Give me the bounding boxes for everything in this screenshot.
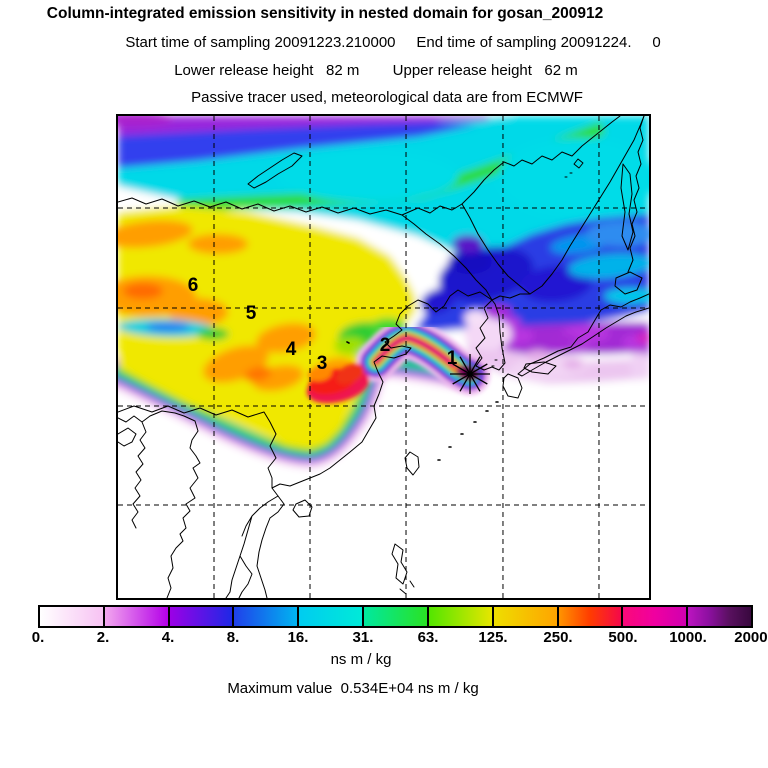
trajectory-hour-label: 3 <box>317 353 328 374</box>
colorbar-segment <box>167 607 233 626</box>
tracer-info-line: Passive tracer used, meteorological data… <box>191 89 583 106</box>
receptor-star-center <box>467 371 473 377</box>
colorbar-segment <box>102 607 168 626</box>
trajectory-markers: 1 2 34 5 6 <box>188 275 490 394</box>
colorbar-tick: 2000. <box>734 629 768 646</box>
colorbar-tick: 16. <box>287 629 309 646</box>
coastlines <box>118 116 649 598</box>
trajectory-hour-label: 2 <box>380 335 391 356</box>
colorbar-segment <box>686 607 751 626</box>
colorbar-tick: 63. <box>417 629 439 646</box>
colorbar-tick: 2. <box>96 629 110 646</box>
latlon-grid <box>118 116 649 598</box>
colorbar-tick: 4. <box>161 629 175 646</box>
trajectory-hour-label: 1 <box>447 348 458 369</box>
colorbar-segment <box>426 607 492 626</box>
colorbar-segment <box>40 607 103 626</box>
sampling-time-line: Start time of sampling 20091223.210000 E… <box>125 34 661 51</box>
colorbar-segment <box>362 607 427 626</box>
colorbar-tick: 250. <box>543 629 573 646</box>
colorbar-tick: 500. <box>608 629 638 646</box>
colorbar-segment <box>621 607 687 626</box>
colorbar-unit-label: ns m / kg <box>330 651 392 668</box>
colorbar-tick-labels: 0. 2. 4. 8. 16. 31. 63. 125. 250. 500. 1000. 2000. <box>32 629 768 647</box>
colorbar-segment <box>556 607 622 626</box>
colorbar-tick: 0. <box>31 629 45 646</box>
colorbar-tick: 8. <box>226 629 240 646</box>
page-title: Column-integrated emission sensitivity i… <box>46 5 604 22</box>
trajectory-hour-label: 4 <box>286 339 297 360</box>
colorbar <box>38 605 753 628</box>
colorbar-tick: 125. <box>478 629 508 646</box>
release-height-line: Lower release height 82 m Upper release … <box>174 62 578 79</box>
colorbar-segment <box>232 607 298 626</box>
trajectory-hour-label: 5 <box>246 303 257 324</box>
colorbar-segment <box>297 607 363 626</box>
colorbar-segment <box>491 607 557 626</box>
colorbar-tick: 1000. <box>669 629 707 646</box>
max-value-label: Maximum value 0.534E+04 ns m / kg <box>227 680 479 697</box>
sensitivity-field: 1 2 34 5 6 <box>118 116 649 598</box>
field-ribbon-layer <box>306 317 490 404</box>
trajectory-hour-label: 6 <box>188 275 199 296</box>
colorbar-tick: 31. <box>352 629 374 646</box>
